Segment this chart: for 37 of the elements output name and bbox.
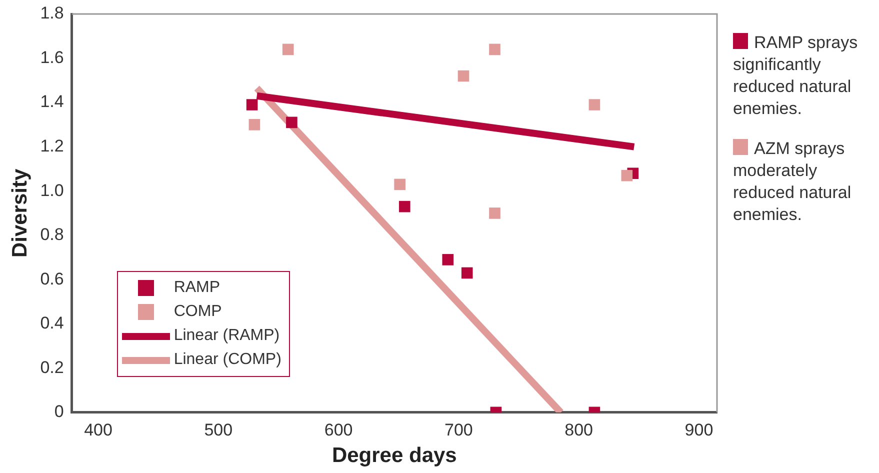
y-tick-label: 0.6 [40,269,64,288]
legend-label: Linear (RAMP) [174,327,280,346]
x-tick-label: 500 [204,420,233,440]
legend-label: RAMP [174,279,220,298]
point [246,99,258,110]
y-tick-label: 0.8 [40,225,64,244]
x-axis-title: Degree days [332,444,457,468]
point [461,267,473,279]
y-tick-label: 1.6 [40,48,64,67]
point [286,116,298,128]
legend-label: Linear (COMP) [174,351,282,370]
point [394,178,406,190]
x-tick-label: 400 [84,420,112,440]
x-tick-label: 800 [564,420,594,440]
y-tick-label: 1.4 [40,92,64,112]
text: AZM sprays moderately reduced natural enemies. [733,139,852,224]
point [458,70,470,82]
x-tick-label: 900 [684,420,714,440]
point [442,254,454,266]
y-tick-label: 0.2 [40,358,64,377]
y-tick-label: 0 [54,402,64,422]
text: RAMP sprays significantly reduced natural enemies. [733,33,858,118]
legend-label: COMP [174,303,222,322]
y-axis-title: Diversity [8,168,32,258]
point [248,119,260,130]
point [489,44,500,56]
point [489,208,500,219]
point [621,170,633,182]
point [588,99,600,110]
y-tick-label: 1.0 [40,180,64,200]
point [398,200,410,212]
x-tick-label: 600 [324,420,353,440]
y-tick-label: 1.2 [40,136,64,156]
x-tick-label: 700 [444,420,473,440]
y-tick-label: 1.8 [40,4,64,23]
point [282,44,294,56]
y-tick-label: 0.4 [40,314,64,333]
